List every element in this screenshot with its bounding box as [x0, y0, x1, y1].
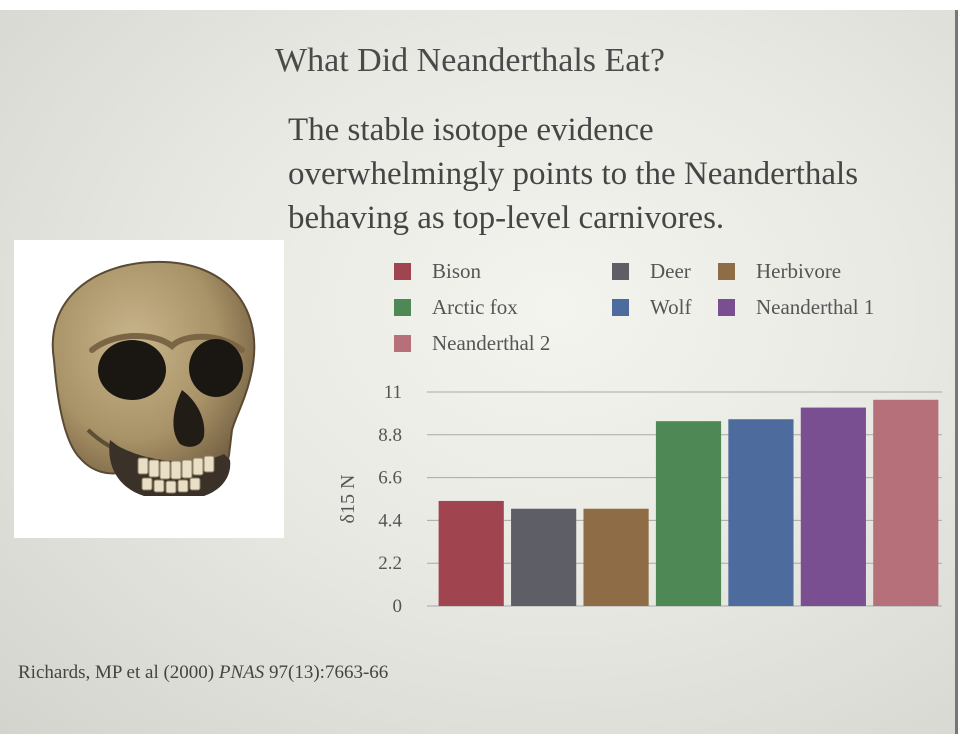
legend-label: Wolf: [650, 294, 692, 319]
body-line: The stable isotope evidence: [288, 112, 654, 148]
bar: [800, 407, 866, 606]
citation-authors: Richards, MP et al (2000): [18, 662, 215, 683]
top-band: [0, 0, 958, 10]
bar: [655, 421, 722, 606]
bar: [438, 500, 504, 606]
bar: [873, 399, 939, 606]
bar: [583, 508, 649, 606]
y-tick-label: 6.6: [378, 468, 402, 489]
legend-swatch: [612, 262, 629, 280]
bar: [511, 508, 577, 606]
body-line: behaving as top-level carnivores.: [288, 200, 725, 236]
legend-item: Arctic fox: [394, 292, 518, 322]
legend-swatch: [394, 334, 411, 352]
legend-label: Deer: [650, 258, 691, 283]
legend-item: Neanderthal 1: [718, 292, 874, 322]
citation-issue: 97(13):7663-66: [269, 662, 389, 683]
legend-item: Neanderthal 2: [394, 328, 550, 358]
slide-body: The stable isotope evidence overwhelming…: [288, 108, 956, 240]
slide-title: What Did Neanderthals Eat?: [275, 42, 665, 79]
slide-edge: [955, 10, 958, 734]
y-tick-label: 2.2: [378, 553, 402, 574]
neanderthal-skull-photo: [14, 240, 284, 538]
legend-swatch: [394, 298, 411, 316]
citation: Richards, MP et al (2000) PNAS 97(13):76…: [18, 662, 388, 684]
y-axis-label: δ15 N: [337, 475, 359, 524]
legend-item: Bison: [394, 256, 481, 286]
citation-journal: PNAS: [218, 662, 265, 683]
bar: [728, 419, 794, 606]
legend-label: Herbivore: [756, 258, 842, 283]
legend-swatch: [718, 262, 735, 280]
legend-label: Neanderthal 1: [756, 294, 875, 319]
legend-item: Herbivore: [718, 256, 841, 286]
legend-swatch: [612, 298, 629, 316]
y-tick-label: 0: [393, 596, 403, 616]
y-tick-label: 11: [384, 382, 402, 403]
legend-swatch: [718, 298, 735, 316]
chart-legend: Bison Deer Herbivore Arctic fox Wolf Neandert…: [394, 256, 934, 366]
isotope-bar-chart: 11 8.8 6.6 4.4 2.2 0 δ15 N: [337, 382, 942, 616]
legend-item: Wolf: [612, 292, 691, 322]
legend-label: Neanderthal 2: [432, 330, 551, 355]
legend-label: Bison: [432, 258, 482, 283]
legend-swatch: [394, 262, 411, 280]
legend-label: Arctic fox: [432, 294, 518, 319]
legend-item: Deer: [612, 256, 691, 286]
skull-illustration: [51, 260, 256, 496]
y-tick-label: 8.8: [378, 425, 402, 446]
y-tick-label: 4.4: [378, 510, 402, 531]
body-line: overwhelmingly points to the Neanderthal…: [288, 156, 859, 192]
